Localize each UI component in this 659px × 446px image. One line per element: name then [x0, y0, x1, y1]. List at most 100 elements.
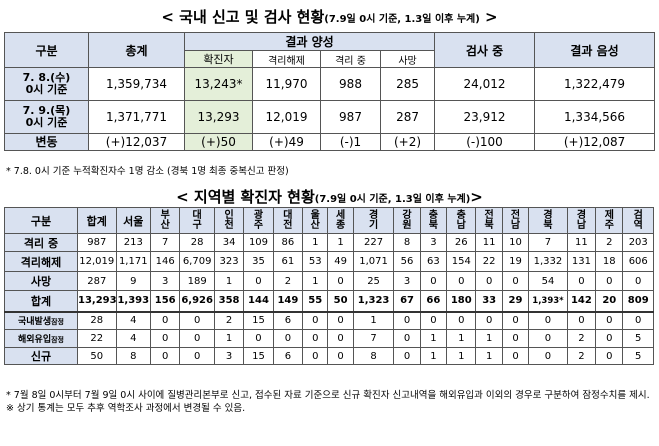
cell-region-value: 203 — [622, 233, 654, 252]
cell-confirmed: 13,293 — [184, 100, 253, 134]
regional-confirmed-table: 구분 합계 서울 부 산 대 구 인 천 광 주 대 전 울 산 세 종 경 기 강 원 충 북 충 남 전 북 전 남 경 북 경 남 제 주 검 역… — [4, 207, 654, 365]
report-title: < 국내 신고 및 검사 현황(7.9일 0시 기준, 1.3일 이후 누계) … — [0, 6, 659, 27]
cell-released: 12,019 — [252, 100, 321, 134]
table-row: 변동 (+)12,037 (+)50 (+)49 (-)1 (+2) (-)10… — [4, 133, 656, 151]
cell-region-value: 5 — [622, 347, 654, 365]
cell-region-value: 3 — [393, 271, 421, 291]
cell-region-value: 156 — [149, 290, 181, 313]
cell-region-value: 66 — [419, 290, 448, 313]
cell-region-value: 1 — [352, 311, 395, 330]
cell-isolation: 988 — [320, 67, 381, 101]
cell-region-value: 189 — [179, 271, 215, 291]
row-label-suffix: 잠정 — [51, 318, 64, 327]
cell-region-value: 0 — [528, 347, 568, 365]
cell-region-value: 34 — [213, 233, 245, 252]
cell-region-value: 0 — [243, 329, 274, 348]
cell-region-value: 4 — [115, 329, 152, 348]
table-row: 격리 중 987 213 7 28 34 109 86 1 1 227 8 3 26 11 10 7 11 2 203 — [4, 233, 654, 252]
cell-total: 22 — [77, 329, 117, 348]
cell-released: (+)49 — [252, 133, 321, 151]
cell-region-value: 11 — [475, 233, 503, 252]
cell-region-value: 3 — [419, 233, 448, 252]
cell-region-value: 1 — [302, 271, 329, 291]
cell-region-value: 53 — [302, 251, 329, 272]
cell-region-value: 0 — [595, 329, 624, 348]
cell-region-value: 0 — [393, 329, 421, 348]
cell-region-value: 142 — [566, 290, 597, 313]
cell-region-value: 56 — [393, 251, 421, 272]
cell-region-value: 1,393 — [115, 290, 152, 313]
cell-region-value: 0 — [149, 311, 181, 330]
table2-footnote: * 7월 8일 0시부터 7월 9일 0시 사이에 질병관리본부로 신고, 접수… — [6, 390, 650, 414]
cell-region-value: 33 — [475, 290, 503, 313]
cell-region-value: 1 — [213, 329, 245, 348]
cell-isolation: 987 — [320, 100, 381, 134]
cell-region-value: 0 — [501, 329, 530, 348]
regional-title: < 지역별 확진자 현황(7.9일 0시 기준, 1.3일 이후 누계)> — [0, 186, 659, 207]
cell-region-value: 2 — [595, 233, 624, 252]
cell-region-value: 180 — [446, 290, 477, 313]
header-gubun: 구분 — [4, 32, 89, 68]
cell-region-value: 7 — [149, 233, 181, 252]
row-label: 신규 — [4, 347, 78, 365]
row-label-text: 신규 — [30, 350, 52, 363]
regional-title-end: > — [470, 188, 483, 206]
cell-region-value: 7 — [528, 233, 568, 252]
cell-region-value: 2 — [566, 347, 597, 365]
cell-region-value: 0 — [179, 311, 215, 330]
cell-region-value: 11 — [566, 233, 597, 252]
header-result-negative: 결과 음성 — [534, 32, 656, 68]
header-total: 합계 — [77, 207, 117, 234]
cell-region-value: 227 — [352, 233, 395, 252]
cell-region-value: 20 — [595, 290, 624, 313]
cell-region-value: 10 — [501, 233, 530, 252]
header-testing: 검사 중 — [434, 32, 536, 68]
cell-region-value: 1 — [446, 329, 477, 348]
row-label-basis: 0시 기준 — [25, 116, 68, 129]
cell-region-value: 3 — [149, 271, 181, 291]
cell-region-value: 0 — [501, 271, 530, 291]
cell-testing: 24,012 — [434, 67, 536, 101]
cell-region-value: 2 — [213, 311, 245, 330]
row-label: 해외유입잠정 — [4, 329, 78, 348]
cell-region-value: 6,926 — [179, 290, 215, 313]
cell-region-value: 0 — [475, 271, 503, 291]
cell-region-value: 7 — [352, 329, 395, 348]
cell-region-value: 15 — [243, 311, 274, 330]
cell-region-value: 1 — [475, 347, 503, 365]
cell-region-value: 26 — [446, 233, 477, 252]
cell-region-value: 1,393* — [528, 290, 568, 313]
table-row: 해외유입잠정 22 4 0 0 1 0 0 0 0 7 0 1 1 1 0 0 2 0 5 — [4, 329, 654, 348]
table-row: 합계 13,293 1,393 156 6,926 358 144 149 55 50 1,323 6… — [4, 290, 654, 313]
cell-negative: (+)12,087 — [534, 133, 656, 151]
table-header-row: 구분 합계 서울 부 산 대 구 인 천 광 주 대 전 울 산 세 종 경 기 강 원 충 북 충 남 전 북 전 남 경 북 경 남 제 주 검 역 — [4, 207, 654, 234]
cell-region-value: 67 — [393, 290, 421, 313]
cell-region-value: 0 — [272, 329, 304, 348]
cell-region-value: 0 — [179, 347, 215, 365]
table-row: 국내발생잠정 28 4 0 0 2 15 6 0 0 1 0 0 0 0 0 0 0 0 0 — [4, 311, 654, 330]
cell-region-value: 0 — [595, 271, 624, 291]
cell-total: 1,371,771 — [88, 100, 185, 134]
cell-region-value: 49 — [327, 251, 354, 272]
report-title-end: > — [479, 8, 498, 26]
cell-region-value: 0 — [622, 271, 654, 291]
cell-region-value: 1 — [446, 347, 477, 365]
cell-total: 287 — [77, 271, 117, 291]
cell-region-value: 0 — [327, 347, 354, 365]
cell-region-value: 809 — [622, 290, 654, 313]
cell-region-value: 0 — [243, 271, 274, 291]
cell-region-value: 1 — [419, 329, 448, 348]
row-label: 격리해제 — [4, 251, 78, 272]
cell-negative: 1,322,479 — [534, 67, 656, 101]
cell-region-value: 0 — [419, 271, 448, 291]
row-label-text: 격리해제 — [20, 255, 62, 269]
header-in-isolation: 격리 중 — [320, 50, 381, 68]
